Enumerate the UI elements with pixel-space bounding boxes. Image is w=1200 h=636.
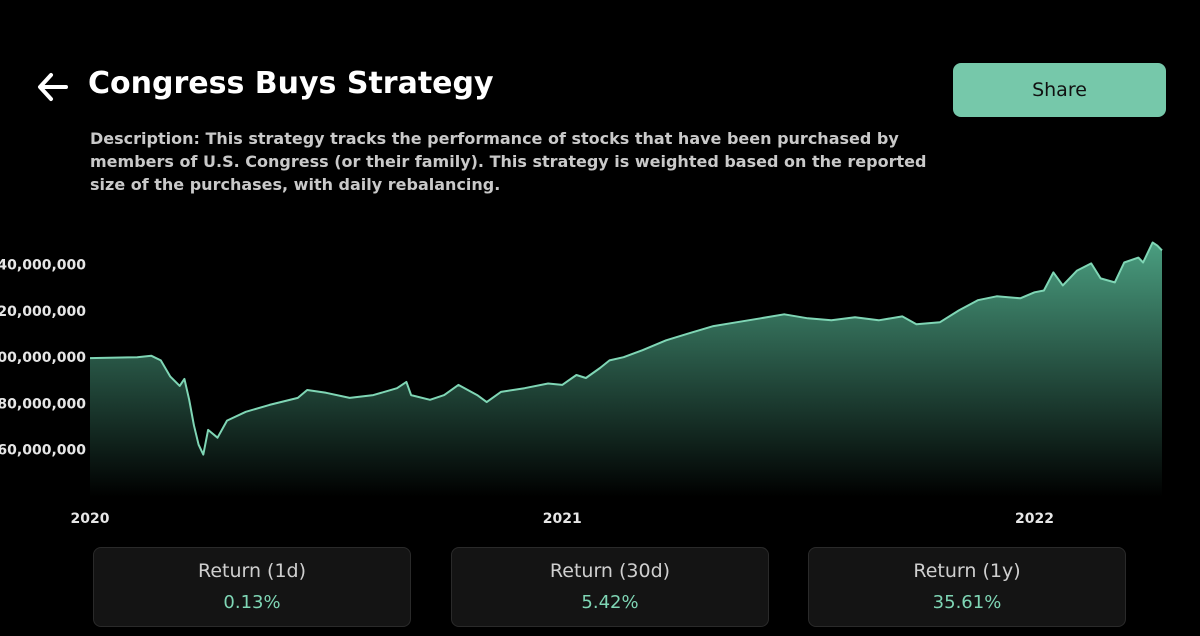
share-button[interactable]: Share [953,63,1166,117]
stat-label: Return (1d) [197,560,307,582]
page-title: Congress Buys Strategy [88,66,494,101]
y-tick-label: 140,000,000 [0,257,86,273]
stat-card: Return (1y) 35.61% [808,547,1126,627]
y-tick-label: 80,000,000 [0,396,86,412]
description: Description: This strategy tracks the pe… [90,129,927,194]
stat-card: Return (1d) 0.13% [93,547,411,627]
stat-value: 0.13% [223,592,281,613]
line [89,241,1163,456]
stat-value: 5.42% [581,592,639,613]
stat-label: Return (30d) [549,560,671,582]
stat-label: Return (1y) [913,560,1021,582]
y-tick-label: 60,000,000 [0,443,86,459]
y-tick-label: 100,000,000 [0,350,86,366]
stat-card: Return (30d) 5.42% [451,547,769,627]
x-tick-label: 2022 [1015,511,1054,527]
back-arrow[interactable] [36,70,68,104]
area [90,242,1162,497]
y-tick-label: 120,000,000 [0,304,86,320]
x-tick-label: 2020 [71,511,110,527]
x-tick-label: 2021 [543,511,582,527]
stat-value: 35.61% [932,592,1002,613]
